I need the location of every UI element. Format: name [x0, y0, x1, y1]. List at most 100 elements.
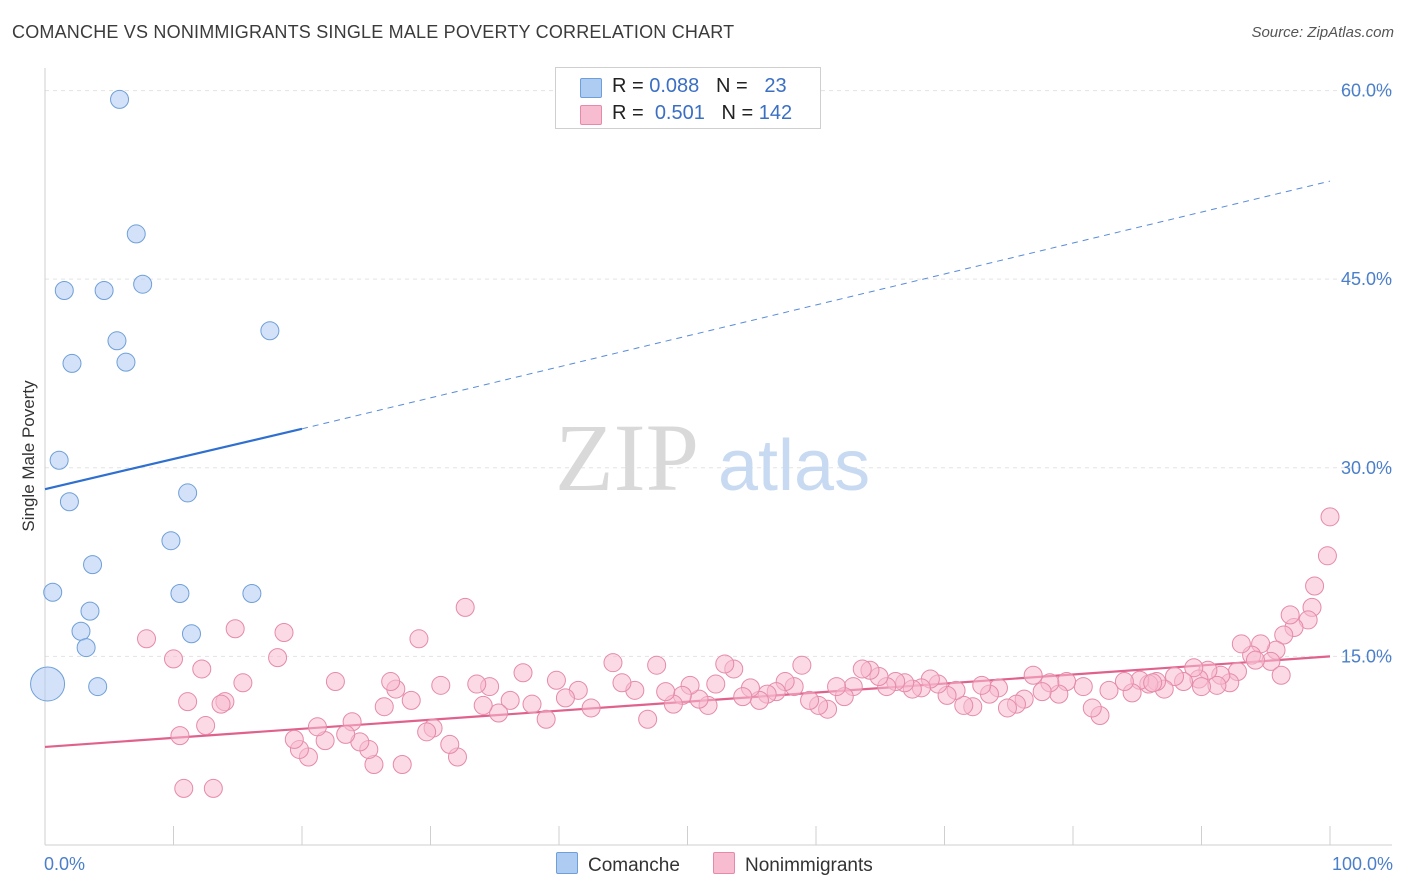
point-comanche — [116, 352, 136, 372]
point-nonimmigrants — [1099, 680, 1119, 700]
x-tick-labels: 0.0% 100.0% — [44, 854, 1393, 874]
correlation-legend: R = 0.088 N = 23 R = 0.501 N = 142 — [555, 67, 821, 129]
point-nonimmigrants — [647, 655, 667, 675]
legend-swatch-comanche — [580, 78, 602, 98]
point-comanche — [178, 483, 198, 503]
trend-line-comanche-extension — [301, 180, 1331, 430]
point-nonimmigrants — [954, 695, 974, 715]
point-nonimmigrants — [1274, 625, 1294, 645]
point-nonimmigrants — [203, 778, 223, 798]
point-nonimmigrants — [522, 694, 542, 714]
point-comanche — [110, 89, 130, 109]
point-comanche — [54, 280, 74, 300]
legend-r-value: 0.501 — [654, 102, 705, 124]
point-comanche — [49, 450, 69, 470]
point-nonimmigrants — [489, 703, 509, 723]
point-nonimmigrants — [638, 709, 658, 729]
point-nonimmigrants — [170, 726, 190, 746]
point-comanche — [59, 492, 79, 512]
point-nonimmigrants — [536, 709, 556, 729]
point-nonimmigrants — [1184, 658, 1204, 678]
legend-n-value: 142 — [758, 102, 793, 124]
point-nonimmigrants — [827, 677, 847, 697]
point-nonimmigrants — [467, 674, 487, 694]
legend-n-value: 23 — [764, 75, 787, 97]
point-nonimmigrants — [1114, 672, 1134, 692]
point-nonimmigrants — [612, 673, 632, 693]
point-comanche — [260, 321, 280, 341]
point-nonimmigrants — [1245, 650, 1265, 670]
point-nonimmigrants — [513, 663, 533, 683]
bottom-legend-comanche: Comanche — [556, 852, 680, 877]
point-nonimmigrants — [1023, 665, 1043, 685]
legend-n-label: N = — [721, 102, 759, 124]
point-nonimmigrants — [455, 597, 475, 617]
point-comanche — [88, 677, 108, 697]
point-comanche — [76, 638, 96, 658]
point-nonimmigrants — [1082, 698, 1102, 718]
legend-swatch-nonimmigrants — [580, 105, 602, 125]
axes — [44, 68, 1392, 846]
legend-r-value: 0.088 — [649, 75, 700, 97]
point-nonimmigrants — [401, 690, 421, 710]
legend-r-label: R = — [612, 75, 650, 97]
point-nonimmigrants — [192, 659, 212, 679]
bottom-legend-nonimmigrants: Nonimmigrants — [713, 852, 873, 877]
point-nonimmigrants — [997, 698, 1017, 718]
point-nonimmigrants — [1165, 667, 1185, 687]
point-nonimmigrants — [656, 682, 676, 702]
point-nonimmigrants — [603, 653, 623, 673]
source-credit: Source: ZipAtlas.com — [1251, 24, 1394, 41]
point-nonimmigrants — [325, 672, 345, 692]
point-nonimmigrants — [792, 655, 812, 675]
point-comanche — [30, 666, 66, 702]
y-tick-labels: 15.0% 30.0% 45.0% 60.0% — [1341, 81, 1392, 667]
point-nonimmigrants — [1317, 546, 1337, 566]
point-nonimmigrants — [211, 694, 231, 714]
point-nonimmigrants — [555, 688, 575, 708]
point-nonimmigrants — [174, 778, 194, 798]
point-nonimmigrants — [1073, 677, 1093, 697]
point-nonimmigrants — [733, 687, 753, 707]
point-nonimmigrants — [284, 729, 304, 749]
chart-title: COMANCHE VS NONIMMIGRANTS SINGLE MALE PO… — [12, 22, 735, 42]
point-nonimmigrants — [409, 629, 429, 649]
y-tick-label: 45.0% — [1341, 269, 1392, 289]
point-nonimmigrants — [268, 648, 288, 668]
bottom-legend-label: Nonimmigrants — [745, 855, 873, 876]
point-nonimmigrants — [196, 716, 216, 736]
point-nonimmigrants — [1271, 665, 1291, 685]
point-comanche — [94, 280, 114, 300]
point-nonimmigrants — [178, 692, 198, 712]
legend-r-label: R = — [612, 102, 650, 124]
point-comanche — [126, 224, 146, 244]
point-nonimmigrants — [715, 654, 735, 674]
point-nonimmigrants — [500, 690, 520, 710]
point-nonimmigrants — [336, 724, 356, 744]
point-nonimmigrants — [1320, 507, 1340, 527]
point-nonimmigrants — [1192, 677, 1211, 697]
point-nonimmigrants — [417, 722, 437, 742]
point-nonimmigrants — [581, 698, 601, 718]
point-nonimmigrants — [392, 755, 412, 775]
data-points — [30, 89, 1340, 798]
point-nonimmigrants — [800, 690, 820, 710]
x-tick-label: 0.0% — [44, 854, 85, 874]
point-nonimmigrants — [1305, 576, 1325, 596]
point-comanche — [133, 274, 153, 294]
point-nonimmigrants — [1032, 682, 1052, 702]
bottom-legend-swatch-comanche — [556, 852, 578, 874]
point-comanche — [83, 555, 103, 575]
point-nonimmigrants — [431, 675, 451, 695]
point-nonimmigrants — [137, 629, 157, 649]
x-tick-label: 100.0% — [1332, 854, 1393, 874]
trend-line-comanche — [44, 427, 303, 491]
point-nonimmigrants — [972, 675, 992, 695]
point-nonimmigrants — [225, 619, 245, 639]
watermark-atlas: atlas — [718, 426, 870, 506]
point-nonimmigrants — [1280, 605, 1300, 625]
point-nonimmigrants — [164, 649, 183, 669]
gridlines — [45, 90, 1392, 657]
point-nonimmigrants — [381, 672, 401, 692]
bottom-legend-swatch-nonimmigrants — [713, 852, 735, 874]
